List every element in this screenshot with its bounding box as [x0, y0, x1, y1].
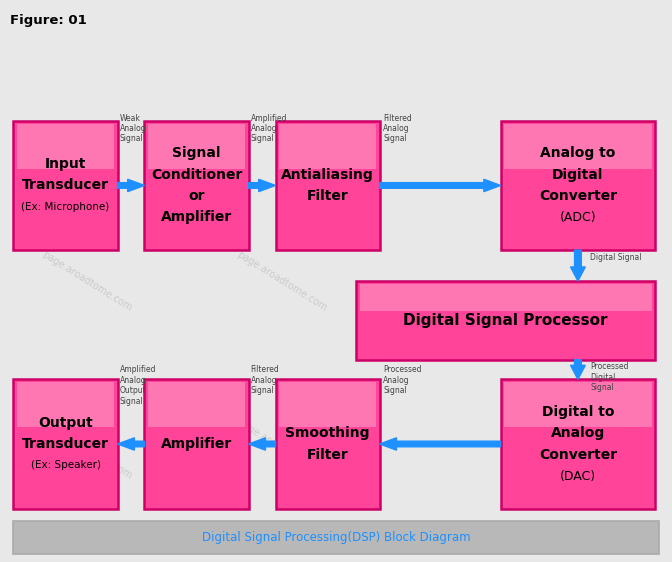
Text: Processed
Digital
Signal: Processed Digital Signal: [590, 362, 628, 392]
FancyBboxPatch shape: [501, 379, 655, 509]
Text: Smoothing: Smoothing: [286, 427, 370, 440]
FancyBboxPatch shape: [279, 382, 376, 428]
Text: (ADC): (ADC): [560, 211, 596, 224]
FancyArrow shape: [249, 438, 276, 450]
FancyBboxPatch shape: [148, 382, 245, 428]
Text: Digital Signal Processing(DSP) Block Diagram: Digital Signal Processing(DSP) Block Dia…: [202, 531, 470, 544]
Text: Conditioner: Conditioner: [151, 168, 242, 182]
Text: Filtered
Analog
Signal: Filtered Analog Signal: [251, 365, 280, 395]
FancyBboxPatch shape: [13, 521, 659, 554]
FancyBboxPatch shape: [144, 379, 249, 509]
Text: page.aroadtome.com: page.aroadtome.com: [40, 418, 134, 482]
FancyBboxPatch shape: [13, 121, 118, 250]
Text: WWW.EEENGG.COM: WWW.EEENGG.COM: [278, 209, 368, 218]
FancyBboxPatch shape: [279, 124, 376, 169]
FancyBboxPatch shape: [276, 121, 380, 250]
Text: Digital Signal Processor: Digital Signal Processor: [403, 313, 608, 328]
Text: page.aroadtome.com: page.aroadtome.com: [40, 249, 134, 313]
Text: Filtered
Analog
Signal: Filtered Analog Signal: [383, 114, 412, 143]
FancyBboxPatch shape: [276, 379, 380, 509]
FancyBboxPatch shape: [504, 382, 652, 428]
Text: Input: Input: [45, 157, 86, 171]
Text: Digital to: Digital to: [542, 405, 614, 419]
FancyBboxPatch shape: [148, 124, 245, 169]
FancyBboxPatch shape: [13, 379, 118, 509]
Text: Converter: Converter: [539, 189, 617, 203]
Text: Signal: Signal: [172, 147, 221, 160]
FancyBboxPatch shape: [501, 121, 655, 250]
FancyBboxPatch shape: [504, 124, 652, 169]
Text: Filter: Filter: [306, 189, 349, 203]
Text: (Ex: Microphone): (Ex: Microphone): [22, 202, 110, 212]
Text: Transducer: Transducer: [22, 179, 109, 192]
Text: Analog: Analog: [551, 427, 605, 440]
Text: Processed
Analog
Signal: Processed Analog Signal: [383, 365, 421, 395]
Text: Amplified
Analog
Signal: Amplified Analog Signal: [251, 114, 287, 143]
Text: Analog to: Analog to: [540, 147, 616, 160]
Text: or: or: [188, 189, 205, 203]
Text: Amplified
Analog
Output
Signal: Amplified Analog Output Signal: [120, 365, 156, 406]
Text: Transducer: Transducer: [22, 437, 109, 451]
Text: Amplifier: Amplifier: [161, 211, 233, 224]
Text: Weak
Analog
Signal: Weak Analog Signal: [120, 114, 146, 143]
Text: Filter: Filter: [306, 448, 349, 461]
FancyArrow shape: [249, 179, 276, 192]
Text: Antialiasing: Antialiasing: [281, 168, 374, 182]
FancyArrow shape: [571, 360, 585, 379]
Text: Converter: Converter: [539, 448, 617, 461]
Text: Amplifier: Amplifier: [161, 437, 233, 451]
Text: Digital: Digital: [552, 168, 603, 182]
Text: Digital Signal: Digital Signal: [590, 253, 642, 262]
Text: page.aroadtome.com: page.aroadtome.com: [235, 418, 329, 482]
FancyBboxPatch shape: [144, 121, 249, 250]
Text: page.aroadtome.com: page.aroadtome.com: [235, 249, 329, 313]
FancyArrow shape: [571, 250, 585, 281]
FancyArrow shape: [118, 179, 144, 192]
FancyArrow shape: [380, 438, 501, 450]
FancyBboxPatch shape: [17, 124, 114, 169]
FancyBboxPatch shape: [360, 284, 652, 311]
Text: (DAC): (DAC): [560, 469, 596, 483]
Text: Output: Output: [38, 416, 93, 429]
FancyArrow shape: [380, 179, 501, 192]
Text: Figure: 01: Figure: 01: [10, 14, 87, 27]
FancyBboxPatch shape: [17, 382, 114, 428]
Text: (Ex: Speaker): (Ex: Speaker): [30, 460, 101, 470]
FancyBboxPatch shape: [356, 281, 655, 360]
FancyArrow shape: [118, 438, 144, 450]
